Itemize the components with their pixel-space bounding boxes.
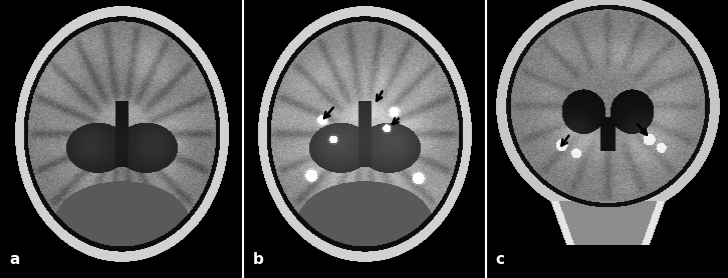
Text: a: a (9, 252, 20, 267)
Text: c: c (495, 252, 505, 267)
Text: b: b (253, 252, 264, 267)
